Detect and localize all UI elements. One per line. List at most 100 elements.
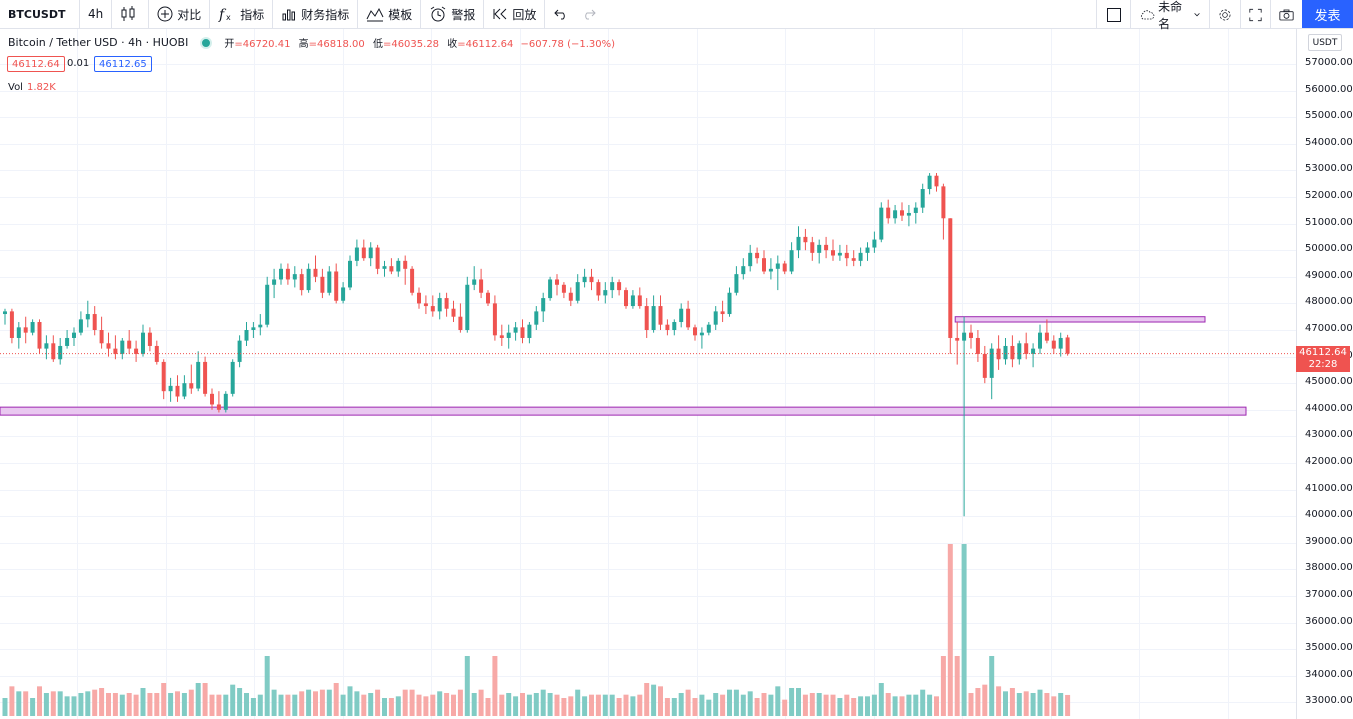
candle-body [837, 252, 842, 256]
candle-body [334, 271, 339, 301]
price-axis-label: 53000.00 [1305, 163, 1353, 175]
candle-body [603, 290, 608, 296]
candle-body [72, 332, 76, 338]
settings-button[interactable] [1209, 0, 1240, 29]
volume-bar [947, 544, 953, 716]
price-chart[interactable] [0, 29, 1353, 719]
candle-body [437, 298, 442, 312]
candle-body [865, 247, 870, 253]
volume-bar [1016, 693, 1022, 716]
chart-type-button[interactable] [112, 0, 150, 29]
candle-body [279, 268, 283, 280]
volume-bar [485, 698, 491, 716]
cloud-icon [1141, 9, 1155, 19]
symbol-search-button[interactable]: BTCUSDT [0, 0, 80, 29]
candle-body [768, 268, 773, 272]
candle-body [44, 343, 49, 349]
candles [3, 173, 1070, 517]
volume-bar [623, 694, 629, 716]
sell-button[interactable]: 46112.64 [7, 56, 65, 72]
candle-body [1017, 343, 1022, 360]
volume-value: 1.82K [26, 82, 56, 93]
candle-body [258, 324, 263, 328]
candle-body [348, 260, 352, 288]
candle-body [1024, 343, 1029, 354]
price-axis-label: 49000.00 [1305, 269, 1353, 281]
candle-body [134, 348, 139, 354]
chevron-down-icon [1194, 12, 1200, 16]
volume-bar [1023, 691, 1029, 716]
candle-body [941, 186, 946, 219]
price-axis-label: 34000.00 [1305, 668, 1353, 680]
price-axis-label: 48000.00 [1305, 296, 1353, 308]
candle-body [513, 327, 518, 333]
volume-bar [996, 686, 1002, 716]
fullscreen-button[interactable] [1240, 0, 1270, 29]
financials-button[interactable]: 财务指标 [273, 0, 359, 29]
layout-name-button[interactable]: 未命名 [1130, 0, 1209, 31]
candle-body [1065, 337, 1070, 354]
volume-bar [1030, 693, 1036, 716]
fullscreen-layout-button[interactable] [1096, 0, 1130, 29]
price-axis-label: 55000.00 [1305, 110, 1353, 122]
volume-bar [589, 694, 594, 716]
currency-button[interactable]: USDT [1308, 34, 1342, 51]
candle-body [879, 207, 884, 240]
volume-bar [478, 689, 484, 716]
candle-body [458, 316, 463, 330]
redo-button[interactable] [581, 0, 609, 29]
templates-button[interactable]: 模板 [358, 0, 422, 29]
snapshot-button[interactable] [1270, 0, 1302, 29]
candle-body [906, 212, 911, 216]
candle-body [789, 250, 794, 272]
candle-body [175, 385, 180, 397]
volume-bar [616, 698, 622, 716]
price-axis-label: 57000.00 [1305, 57, 1353, 68]
volume-bar [1065, 694, 1071, 716]
volume-bar [858, 696, 864, 716]
alerts-label: 警报 [451, 7, 476, 22]
volume-bar [50, 691, 56, 716]
candle-body [223, 393, 228, 410]
market-status-icon [200, 36, 213, 49]
replay-button[interactable]: 回放 [484, 0, 546, 29]
candle-body [272, 279, 277, 285]
volume-bar [989, 656, 995, 716]
candle-body [775, 263, 780, 269]
candle-body [341, 287, 346, 301]
volume-bar [982, 684, 988, 716]
candle-body [285, 268, 290, 280]
compare-button[interactable]: 对比 [149, 0, 211, 29]
candle-body [499, 335, 504, 338]
candle-body [244, 330, 249, 341]
change-value: −607.78 (−1.30%) [520, 39, 616, 50]
volume-bar [506, 693, 512, 716]
volume-bar [713, 693, 719, 716]
template-icon [366, 7, 384, 22]
candle-body [216, 404, 221, 410]
volume-bar [837, 698, 843, 716]
candle-body [292, 274, 297, 280]
publish-label: 发表 [1314, 8, 1341, 24]
volume-bar [9, 686, 15, 716]
candle-body [492, 303, 497, 336]
buy-button[interactable]: 46112.65 [94, 56, 152, 72]
volume-bar [223, 694, 229, 716]
candle-body [637, 295, 642, 307]
volume-bar [202, 683, 208, 716]
candle-body [1038, 332, 1042, 349]
publish-button[interactable]: 发表 [1302, 0, 1353, 28]
alerts-button[interactable]: 警报 [421, 0, 485, 29]
series-title[interactable]: Bitcoin / Tether USD · 4h · HUOBI [8, 36, 189, 49]
candle-body [982, 353, 987, 378]
candle-body [382, 266, 387, 269]
interval-button[interactable]: 4h [80, 0, 113, 29]
candle-body [51, 343, 56, 360]
volume-bar [430, 694, 436, 716]
candle-body [548, 279, 553, 299]
undo-button[interactable] [545, 0, 581, 29]
volume-bar [630, 696, 636, 716]
candle-body [237, 340, 242, 362]
